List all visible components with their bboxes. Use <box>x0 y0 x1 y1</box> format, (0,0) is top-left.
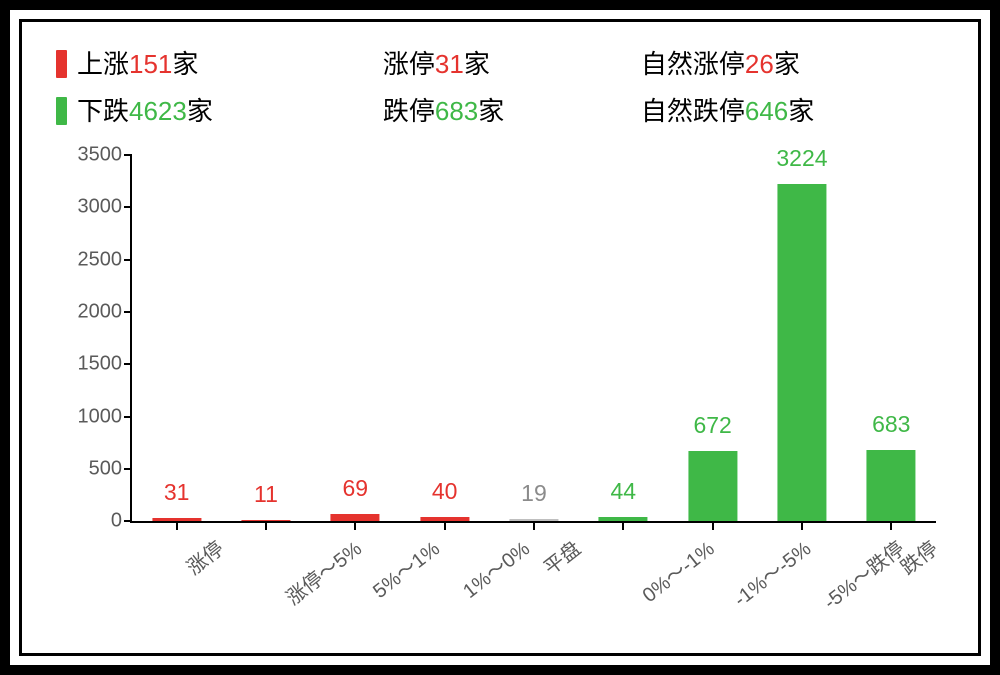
y-tick-label: 1500 <box>60 353 122 376</box>
bar-slot: 440%～-1% <box>579 155 668 521</box>
x-axis-label: 涨停 <box>179 533 228 580</box>
stat-suffix: 家 <box>478 97 504 126</box>
bar-value-label: 44 <box>611 478 637 505</box>
x-tick-mark <box>444 522 446 530</box>
stat-suffix: 家 <box>464 50 490 79</box>
stat-value: 31 <box>435 50 464 79</box>
plot-area: 31涨停11涨停～5%695%～1%401%～0%19平盘440%～-1%672… <box>130 155 936 523</box>
x-tick-mark <box>176 522 178 530</box>
bar-value-label: 3224 <box>776 145 827 172</box>
x-axis-label: 涨停～5% <box>279 533 367 611</box>
bar-value-label: 40 <box>432 478 458 505</box>
chart: 31涨停11涨停～5%695%～1%401%～0%19平盘440%～-1%672… <box>56 145 944 615</box>
bar-value-label: 31 <box>164 479 190 506</box>
y-tick-label: 0 <box>60 510 122 533</box>
bar <box>509 519 558 521</box>
inner-frame: 上涨151家涨停31家自然涨停26家下跌4623家跌停683家自然跌停646家 … <box>19 19 981 656</box>
bar-slot: 19平盘 <box>489 155 578 521</box>
x-tick-mark <box>890 522 892 530</box>
x-axis-label: 平盘 <box>536 533 585 580</box>
stat-value: 151 <box>129 50 172 79</box>
bar <box>152 518 201 521</box>
stat-suffix: 家 <box>172 50 198 79</box>
stat-suffix: 家 <box>788 97 814 126</box>
y-tick-label: 3500 <box>60 144 122 167</box>
x-tick-mark <box>712 522 714 530</box>
down-swatch-icon <box>56 97 67 125</box>
bar-slot: 683跌停 <box>847 155 936 521</box>
bar-value-label: 19 <box>521 480 547 507</box>
stat-value: 26 <box>745 50 774 79</box>
bar <box>867 450 916 521</box>
x-tick-mark <box>533 522 535 530</box>
x-tick-mark <box>265 522 267 530</box>
x-axis-label: 5%～1% <box>366 533 445 604</box>
bar <box>241 520 290 521</box>
y-tick-label: 2500 <box>60 248 122 271</box>
y-tick-mark <box>124 311 132 313</box>
bar-slot: 11涨停～5% <box>221 155 310 521</box>
bar <box>331 514 380 521</box>
stat-prefix: 自然涨停 <box>641 50 745 79</box>
stat-cell: 跌停683家 <box>383 97 631 126</box>
stat-suffix: 家 <box>187 97 213 126</box>
stat-value: 4623 <box>129 97 187 126</box>
y-tick-label: 3000 <box>60 196 122 219</box>
x-axis-label: -5%～跌停 <box>816 533 909 615</box>
stat-prefix: 下跌 <box>77 97 129 126</box>
stat-value: 683 <box>435 97 478 126</box>
outer-frame: 上涨151家涨停31家自然涨停26家下跌4623家跌停683家自然跌停646家 … <box>0 0 1000 675</box>
stat-cell: 自然涨停26家 <box>641 50 944 79</box>
bar-value-label: 672 <box>693 412 731 439</box>
bar-slot: 672-1%～-5% <box>668 155 757 521</box>
stat-prefix: 跌停 <box>383 97 435 126</box>
bar-value-label: 11 <box>254 481 278 508</box>
x-tick-mark <box>801 522 803 530</box>
y-tick-mark <box>124 520 132 522</box>
y-tick-label: 500 <box>60 457 122 480</box>
x-axis-label: 跌停 <box>894 533 943 580</box>
stat-cell: 下跌4623家 <box>56 97 373 126</box>
stat-prefix: 涨停 <box>383 50 435 79</box>
y-tick-mark <box>124 154 132 156</box>
bar <box>688 451 737 521</box>
y-tick-mark <box>124 468 132 470</box>
x-axis-label: 1%～0% <box>455 533 534 604</box>
x-tick-mark <box>622 522 624 530</box>
stat-cell: 上涨151家 <box>56 50 373 79</box>
stat-prefix: 自然跌停 <box>641 97 745 126</box>
bar-slot: 3224-5%～跌停 <box>757 155 846 521</box>
x-tick-mark <box>354 522 356 530</box>
up-swatch-icon <box>56 50 67 78</box>
y-tick-label: 1000 <box>60 405 122 428</box>
bar-slot: 695%～1% <box>311 155 400 521</box>
y-tick-mark <box>124 416 132 418</box>
x-axis-label: -1%～-5% <box>726 533 816 612</box>
bar-value-label: 683 <box>872 411 910 438</box>
stats-panel: 上涨151家涨停31家自然涨停26家下跌4623家跌停683家自然跌停646家 <box>56 50 944 125</box>
stat-cell: 涨停31家 <box>383 50 631 79</box>
x-axis-label: 0%～-1% <box>635 533 719 608</box>
y-tick-mark <box>124 363 132 365</box>
bar-slot: 31涨停 <box>132 155 221 521</box>
y-tick-mark <box>124 206 132 208</box>
stat-cell: 自然跌停646家 <box>641 97 944 126</box>
bars-row: 31涨停11涨停～5%695%～1%401%～0%19平盘440%～-1%672… <box>132 155 936 521</box>
y-tick-mark <box>124 259 132 261</box>
stat-suffix: 家 <box>774 50 800 79</box>
stat-value: 646 <box>745 97 788 126</box>
stat-prefix: 上涨 <box>77 50 129 79</box>
bar <box>777 184 826 521</box>
bar-slot: 401%～0% <box>400 155 489 521</box>
bar <box>420 517 469 521</box>
bar <box>599 517 648 522</box>
y-tick-label: 2000 <box>60 301 122 324</box>
bar-value-label: 69 <box>343 475 369 502</box>
